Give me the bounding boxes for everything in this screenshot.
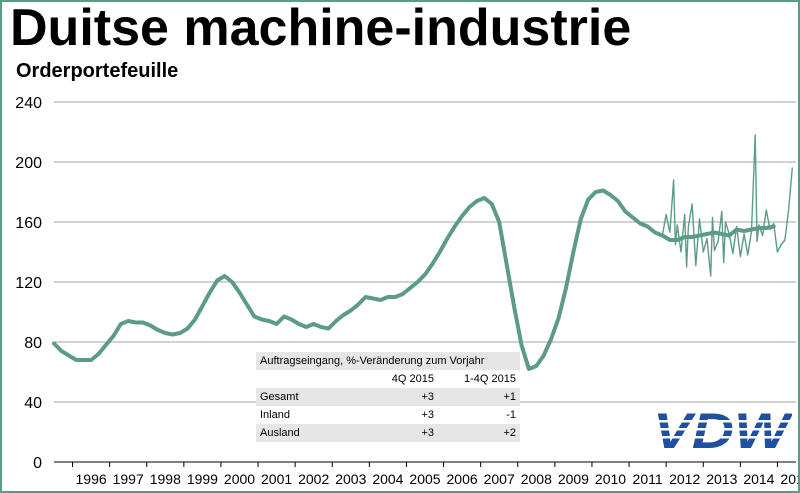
table-row: Inland +3 -1: [256, 406, 520, 424]
table-row-4q: +3: [421, 427, 434, 439]
table-row-4q: +3: [421, 409, 434, 421]
vdw-logo-text: VDW: [653, 408, 792, 454]
x-tick-label: 1996: [76, 471, 107, 487]
y-tick-label: 240: [15, 95, 42, 112]
table-row-label: Ausland: [260, 427, 300, 439]
chart-subtitle: Orderportefeuille: [16, 60, 179, 82]
logo-stripe: [650, 428, 792, 431]
table-row-label: Gesamt: [260, 391, 299, 403]
x-tick-label: 2001: [261, 471, 292, 487]
y-tick-label: 80: [24, 335, 42, 352]
table-caption: Auftragseingang, %-Veränderung zum Vorja…: [260, 355, 485, 367]
x-tick-label: 2011: [633, 471, 663, 487]
x-tick-label: 2003: [335, 471, 366, 487]
table-row: Gesamt +3 +1: [256, 388, 520, 406]
x-tick-label: 2006: [447, 471, 478, 487]
x-tick-label: 2004: [372, 471, 403, 487]
y-tick-label: 200: [15, 155, 42, 172]
vdw-logo: VDW: [650, 408, 792, 454]
series-lines: [52, 134, 793, 371]
orders-table: Auftragseingang, %-Veränderung zum Vorja…: [256, 352, 520, 442]
x-tick-label: 2010: [595, 471, 626, 487]
x-tick-label: 2013: [706, 471, 737, 487]
x-tick-label: 2012: [669, 471, 700, 487]
table-row-ytd: +1: [503, 391, 516, 403]
series-line-thin: [661, 134, 793, 277]
table-header-4q: 4Q 2015: [391, 373, 434, 385]
table-row-ytd: -1: [506, 409, 516, 421]
logo-stripe: [650, 436, 792, 439]
table-row-label: Inland: [260, 409, 290, 421]
table-header-ytd: 1-4Q 2015: [464, 373, 516, 385]
table-row: Ausland +3 +2: [256, 424, 520, 442]
y-tick-label: 120: [15, 275, 42, 292]
series-line-thick: [52, 188, 776, 371]
x-tick-label: 2014: [743, 471, 774, 487]
y-tick-label: 0: [33, 455, 42, 472]
x-tick-label: 1998: [150, 471, 181, 487]
y-axis: 0 40 80 120 160 200 240: [15, 95, 42, 472]
logo-stripe: [650, 420, 792, 423]
table-caption-row: Auftragseingang, %-Veränderung zum Vorja…: [256, 352, 520, 370]
x-tick-label: 2005: [409, 471, 440, 487]
x-tick-label: 2009: [558, 471, 589, 487]
x-tick-label: 2008: [521, 471, 552, 487]
table-row-ytd: +2: [503, 427, 516, 439]
x-tick-label: 2007: [484, 471, 515, 487]
x-tick-label: 1997: [113, 471, 144, 487]
chart-title: Duitse machine-industrie: [10, 0, 632, 57]
y-tick-label: 160: [15, 215, 42, 232]
table-row-4q: +3: [421, 391, 434, 403]
table-header-row: 4Q 2015 1-4Q 2015: [256, 370, 520, 388]
x-tick-label: 2002: [298, 471, 329, 487]
x-tick-label: 1999: [187, 471, 218, 487]
x-axis: 1996 1997 1998 1999 2000 2001 2002 2003 2004 2005…: [54, 461, 798, 487]
x-tick-label: 2015: [780, 471, 798, 487]
y-tick-label: 40: [24, 395, 42, 412]
x-tick-label: 2000: [224, 471, 255, 487]
